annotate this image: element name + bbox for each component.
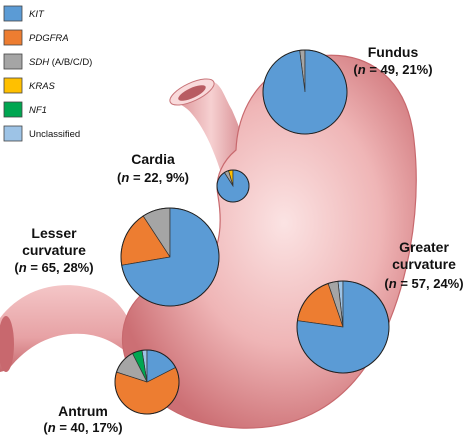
lesser-label-line2: curvature — [22, 242, 86, 258]
duodenum-shape — [0, 285, 136, 372]
legend-label-sdh: SDH (A/B/C/D) — [29, 57, 92, 68]
cardia-label-title: Cardia — [131, 151, 175, 167]
pie-fundus — [262, 49, 348, 135]
fundus-label-stats: (n = 49, 21%) — [353, 62, 432, 77]
pie-antrum — [114, 349, 180, 415]
pie-greater-curvature-outline — [296, 280, 390, 374]
legend-swatch-kras — [3, 77, 23, 94]
legend-swatch-unclassified — [3, 125, 23, 142]
lesser-curvature-label: Lesser curvature (n = 65, 28%) — [14, 225, 93, 275]
legend-swatch-nf1 — [3, 101, 23, 118]
fundus-label: Fundus (n = 49, 21%) — [353, 44, 432, 77]
antrum-label-stats: (n = 40, 17%) — [43, 420, 122, 435]
greater-label-stats: (n = 57, 24%) — [384, 276, 463, 291]
antrum-label: Antrum (n = 40, 17%) — [43, 403, 122, 435]
legend-swatch-kit — [3, 5, 23, 22]
pie-charts — [114, 49, 390, 415]
lesser-label-line1: Lesser — [31, 225, 77, 241]
pie-lesser-curvature — [120, 207, 220, 307]
legend-label-unclassified: Unclassified — [29, 129, 80, 140]
greater-label-line1: Greater — [399, 239, 449, 255]
esophagus-shape — [170, 80, 252, 176]
pie-cardia — [216, 169, 250, 203]
legend-swatch-pdgfra — [3, 29, 23, 46]
legend-swatch-sdh — [3, 53, 23, 70]
fundus-label-title: Fundus — [368, 44, 419, 60]
duodenum-opening — [0, 316, 14, 372]
pie-fundus-outline — [262, 49, 348, 135]
pie-antrum-outline — [114, 349, 180, 415]
greater-curvature-label: Greater curvature (n = 57, 24%) — [384, 239, 463, 291]
legend-label-nf1: NF1 — [29, 105, 47, 116]
legend-label-pdgfra: PDGFRA — [29, 33, 69, 44]
cardia-label: Cardia (n = 22, 9%) — [117, 151, 189, 185]
chart-legend: KIT PDGFRA SDH (A/B/C/D) KRAS NF1 Unclassifie… — [3, 5, 92, 142]
pie-lesser-curvature-outline — [120, 207, 220, 307]
pie-cardia-outline — [216, 169, 250, 203]
pie-greater-curvature — [296, 280, 390, 374]
legend-label-kit: KIT — [29, 9, 45, 20]
greater-label-line2: curvature — [392, 256, 456, 272]
legend-label-kras: KRAS — [29, 81, 56, 92]
lesser-label-stats: (n = 65, 28%) — [14, 260, 93, 275]
cardia-label-stats: (n = 22, 9%) — [117, 170, 189, 185]
antrum-label-title: Antrum — [58, 403, 108, 419]
